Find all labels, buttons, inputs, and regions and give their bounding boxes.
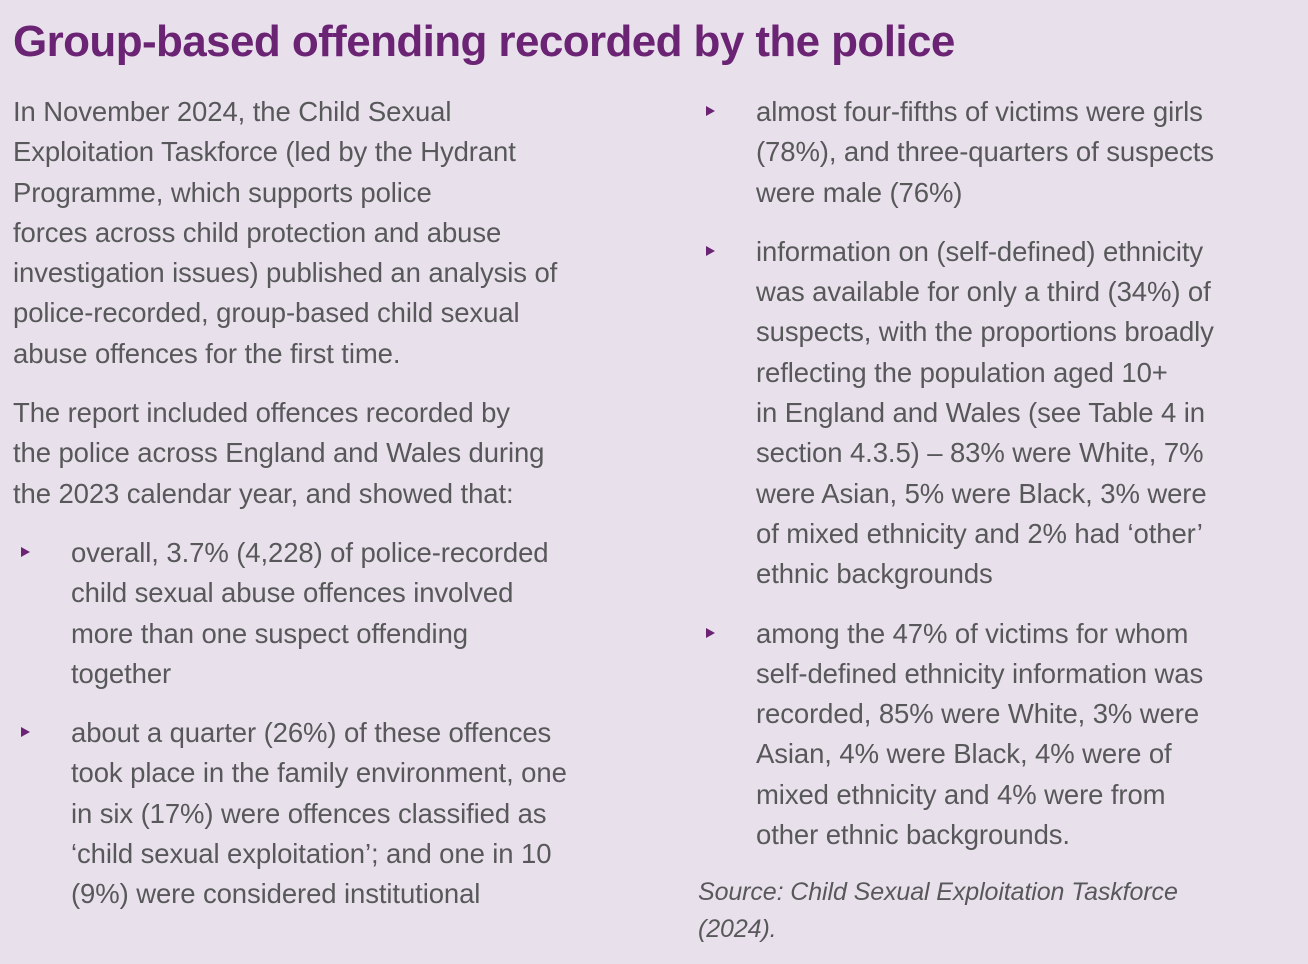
list-item: almost four-fifths of victims were girls… (698, 92, 1298, 213)
list-item: about a quarter (26%) of these offences … (13, 713, 643, 914)
right-column: almost four-fifths of victims were girls… (698, 92, 1298, 948)
text-line: (78%), and three-quarters of suspects (756, 136, 1214, 168)
text-line: overall, 3.7% (4,228) of police-recorded (71, 536, 549, 568)
text-line: reflecting the population aged 10+ (756, 356, 1168, 388)
text-line: self-defined ethnicity information was (756, 657, 1204, 689)
text-line: together (71, 657, 172, 689)
text-line: almost four-fifths of victims were girls (756, 96, 1203, 127)
text-line: (2024). (698, 915, 777, 944)
text-line: information on (self-defined) ethnicity (756, 235, 1204, 267)
text-line: Exploitation Taskforce (led by the Hydra… (13, 136, 516, 168)
text-line: section 4.3.5) – 83% were White, 7% (756, 437, 1204, 469)
text-line: abuse offences for the first time. (13, 337, 401, 369)
list-item: overall, 3.7% (4,228) of police-recorded… (13, 533, 643, 694)
triangle-bullet-icon (706, 614, 720, 654)
text-line: (9%) were considered institutional (71, 878, 481, 910)
text-line: mixed ethnicity and 4% were from (756, 778, 1166, 810)
text-line: suspects, with the proportions broadly (756, 316, 1214, 348)
text-line: child sexual abuse offences involved (71, 577, 514, 609)
text-line: other ethnic backgrounds. (756, 819, 1070, 851)
findings-list-right: almost four-fifths of victims were girls… (698, 92, 1298, 855)
text-line: was available for only a third (34%) of (756, 276, 1211, 308)
triangle-bullet-icon (706, 232, 720, 272)
text-line: of mixed ethnicity and 2% had ‘other’ (756, 517, 1203, 549)
text-line: took place in the family environment, on… (71, 757, 567, 789)
text-line: were male (76%) (756, 176, 963, 208)
text-line: police-recorded, group-based child sexua… (13, 297, 520, 329)
text-line: Asian, 4% were Black, 4% were of (756, 738, 1172, 770)
text-line: recorded, 85% were White, 3% were (756, 698, 1200, 730)
text-line: ‘child sexual exploitation’; and one in … (71, 838, 552, 870)
text-line: the police across England and Wales duri… (13, 437, 545, 469)
page-title: Group-based offending recorded by the po… (13, 17, 955, 66)
text-line: ethnic backgrounds (756, 558, 993, 590)
triangle-bullet-icon (706, 92, 720, 132)
text-line: among the 47% of victims for whom (756, 617, 1189, 649)
text-line: about a quarter (26%) of these offences (71, 717, 552, 749)
findings-list-left: overall, 3.7% (4,228) of police-recorded… (13, 533, 643, 915)
text-line: more than one suspect offending (71, 617, 468, 649)
text-line: forces across child protection and abuse (13, 216, 502, 248)
triangle-bullet-icon (21, 533, 35, 573)
triangle-bullet-icon (21, 713, 35, 753)
text-line: investigation issues) published an analy… (13, 257, 558, 289)
text-line: Source: Child Sexual Exploitation Taskfo… (698, 878, 1178, 907)
text-line: the 2023 calendar year, and showed that: (13, 477, 514, 509)
report-paragraph: The report included offences recorded by… (13, 393, 643, 514)
list-item: information on (self-defined) ethnicity … (698, 232, 1298, 595)
text-line: were Asian, 5% were Black, 3% were (756, 477, 1207, 509)
text-line: Programme, which supports police (13, 176, 432, 208)
list-item: among the 47% of victims for whom self-d… (698, 614, 1298, 856)
intro-paragraph: In November 2024, the Child Sexual Explo… (13, 92, 643, 374)
left-column: In November 2024, the Child Sexual Explo… (13, 92, 643, 934)
text-line: In November 2024, the Child Sexual (13, 96, 452, 127)
text-line: in England and Wales (see Table 4 in (756, 397, 1205, 429)
text-line: in six (17%) were offences classified as (71, 797, 547, 829)
source-citation: Source: Child Sexual Exploitation Taskfo… (698, 874, 1298, 948)
text-line: The report included offences recorded by (13, 397, 510, 429)
